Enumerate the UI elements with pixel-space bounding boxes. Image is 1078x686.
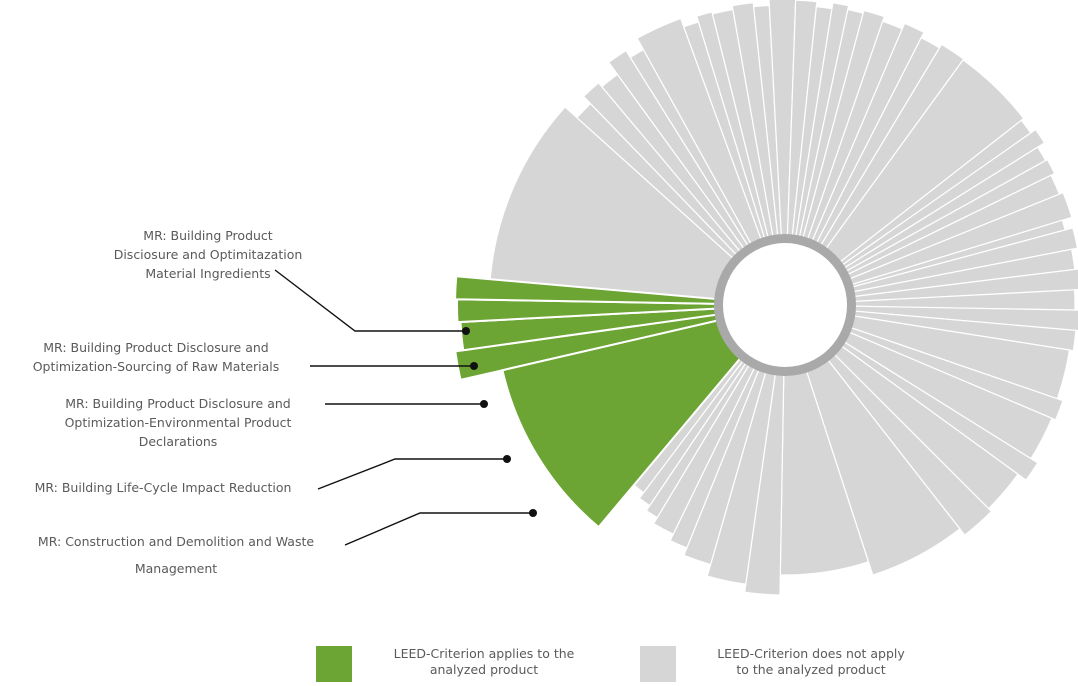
green-segment-4 (454, 275, 786, 306)
legend-label-applies: LEED-Criterion applies to the analyzed p… (364, 646, 604, 678)
callout-dot-1 (462, 327, 470, 335)
grey-segment-43 (784, 304, 961, 576)
green-segment-5 (501, 303, 788, 529)
legend-label-not-applies-line-2: to the analyzed product (736, 662, 886, 677)
criterion-label-3-line-1: MR: Building Product Disclosure and (65, 396, 290, 411)
grey-segment-23 (784, 59, 1025, 306)
callout-dot-3 (480, 400, 488, 408)
grey-segment-3 (582, 82, 786, 306)
grey-segment-25 (784, 128, 1046, 306)
legend-label-applies-line-2: analyzed product (429, 662, 539, 677)
criterion-label-1-line-3: Material Ingredients (145, 266, 270, 281)
grey-segment-5 (607, 49, 786, 306)
grey-segment-22 (784, 43, 965, 306)
criterion-label-2-line-1: MR: Building Product Disclosure and (43, 340, 268, 355)
center-hole (723, 243, 847, 367)
legend-label-not-applies: LEED-Criterion does not apply to the ana… (686, 646, 936, 678)
grey-segment-13 (768, 0, 797, 306)
legend-item-not-applies: LEED-Criterion does not apply to the ana… (640, 646, 960, 686)
grey-segment-27 (784, 158, 1056, 306)
callout-dot-5 (529, 509, 537, 517)
leader-line-1 (274, 269, 466, 332)
callout-dot-4 (503, 455, 511, 463)
criterion-label-4-line-1: MR: Building Life-Cycle Impact Reduction (35, 480, 292, 495)
grey-segment-9 (695, 11, 786, 306)
grey-segment-29 (784, 191, 1073, 306)
legend-swatch-not-applies (640, 646, 676, 682)
leader-line-5 (344, 512, 533, 546)
grey-segment-20 (784, 22, 925, 306)
criterion-label-3-line-3: Declarations (139, 434, 218, 449)
grey-segment-42 (784, 304, 993, 536)
grey-segment-7 (636, 17, 786, 306)
criterion-label-5-line-1: MR: Construction and Demolition and Wast… (38, 534, 314, 549)
callout-dot-2 (470, 362, 478, 370)
legend-swatch-applies (316, 646, 352, 682)
legend-label-applies-line-1: LEED-Criterion applies to the (393, 646, 575, 661)
grey-segment-1 (489, 106, 787, 306)
legend-label-not-applies-line-1: LEED-Criterion does not apply (717, 646, 905, 661)
criterion-label-3-line-2: Optimization-Environmental Product (65, 415, 292, 430)
leader-line-4 (317, 458, 507, 490)
criterion-label-1-line-1: MR: Building Product (143, 228, 273, 243)
criterion-label-5-line-2: Management (135, 561, 217, 576)
grey-segment-40 (784, 304, 1039, 481)
criterion-label-2-line-2: Optimization-Sourcing of Raw Materials (33, 359, 280, 374)
criterion-label-1-line-2: Disciosure and Optimitazation (114, 247, 303, 262)
grey-segment-38 (784, 304, 1064, 421)
chart-svg: MR: Building Product Disciosure and Optim… (33, 0, 1078, 596)
grey-segment-11 (731, 2, 786, 306)
legend-item-applies: LEED-Criterion applies to the analyzed p… (316, 646, 616, 686)
